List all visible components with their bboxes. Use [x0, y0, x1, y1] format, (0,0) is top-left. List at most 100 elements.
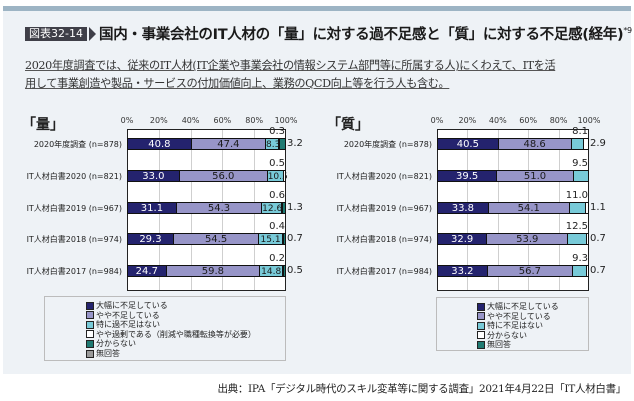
value-label-above: 8.1	[572, 126, 588, 137]
stacked-bar: 33.0 56.0 10.5	[127, 169, 288, 182]
legend-swatch-icon	[86, 339, 94, 348]
value-label-above: 0.4	[269, 221, 285, 233]
bar-segment: 8.3	[265, 139, 281, 150]
category-label: IT人材白書2019 (n=967)	[336, 203, 432, 213]
stacked-bar: 31.1 54.3 12.6	[127, 201, 286, 214]
figure-number-badge: 図表32-14	[25, 27, 87, 41]
badge-arrow-icon	[89, 27, 96, 41]
value-label-above: 9.5	[572, 157, 588, 169]
legend-label: 特に不足はない	[487, 321, 543, 331]
value-label-right: 1.1	[590, 201, 606, 213]
legend-item: やや不足している	[477, 311, 551, 322]
x-tick-label: 100%	[577, 116, 601, 125]
value-label-above: 0.6	[269, 189, 285, 201]
bar-segment: 12.6	[262, 202, 283, 214]
bar-segment: 32.9	[438, 234, 488, 245]
value-label-above: 0.5	[269, 157, 285, 169]
bar-segment: 29.3	[128, 234, 174, 245]
bar-segment	[279, 139, 280, 149]
bar-segment	[568, 234, 587, 245]
right-chart-heading: 「質」	[327, 117, 369, 133]
stacked-bar: 29.3 54.5 15.1	[127, 233, 286, 246]
legend-item: やや過剰である（削減や職種転換等が必要）	[86, 329, 256, 340]
stacked-bar: 40.8 47.4 8.3	[127, 138, 286, 150]
category-label: IT人材白書2017 (n=984)	[26, 267, 122, 277]
stacked-bar: 32.9 53.9	[437, 233, 589, 246]
legend-item: 分からない	[86, 338, 136, 349]
bar-segment: 48.6	[498, 139, 572, 150]
x-tick-label: 80%	[549, 116, 568, 125]
bar-segment: 40.8	[128, 139, 192, 150]
footnote-mark: *9	[623, 26, 632, 36]
bar-segment	[282, 202, 285, 213]
bar-segment: 47.4	[191, 139, 266, 150]
category-label: 2020年度調査 (n=878)	[33, 140, 122, 149]
stacked-bar: 33.8 54.1	[437, 201, 589, 214]
legend-swatch-icon	[86, 330, 94, 339]
bar-segment: 56.0	[179, 170, 268, 182]
bar-segment	[572, 266, 587, 277]
legend-label: 特に過不足はない	[96, 320, 160, 330]
bar-segment: 59.8	[166, 266, 261, 277]
legend-swatch-icon	[477, 312, 485, 321]
bar-segment: 54.5	[173, 234, 260, 245]
bar-segment: 54.3	[176, 202, 263, 214]
value-label-right: 3.2	[287, 138, 303, 149]
left-chart-legend: 大幅に不足している やや不足している 特に過不足はない やや過剰である（削減や職種転換…	[44, 296, 286, 361]
bar-segment	[284, 170, 285, 181]
value-label-right: 0.5	[287, 265, 303, 277]
value-label-above: 0.2	[269, 253, 285, 265]
legend-swatch-icon	[477, 302, 485, 311]
bar-segment: 39.5	[438, 170, 498, 182]
x-tick-label: 60%	[519, 116, 538, 125]
right-chart-legend: 大幅に不足している やや不足している 特に不足はない 分からない 無回答	[436, 297, 589, 351]
x-tick-label: 40%	[181, 116, 200, 125]
bar-segment	[282, 234, 284, 245]
category-label: IT人材白書2020 (n=821)	[336, 171, 432, 181]
legend-item: 特に過不足はない	[86, 319, 160, 330]
bar-segment	[283, 234, 285, 245]
left-chart-heading: 「量」	[22, 117, 64, 133]
bar-segment	[569, 202, 587, 213]
x-tick-label: 0%	[430, 116, 444, 125]
legend-label: やや不足している	[96, 310, 160, 320]
legend-swatch-icon	[477, 321, 485, 330]
value-label-right: 0.7	[590, 265, 606, 277]
x-tick-label: 60%	[213, 116, 232, 125]
figure-title-text: 国内・事業会社のIT人材の「量」に対する過不足感と「質」に対する不足感(経年)	[99, 27, 624, 43]
bar-segment	[586, 266, 588, 277]
category-label: 2020年度調査 (n=878)	[343, 140, 432, 149]
legend-label: 無回答	[96, 349, 120, 358]
legend-item: やや不足している	[86, 310, 160, 321]
bar-segment	[573, 170, 588, 181]
legend-swatch-icon	[86, 311, 94, 320]
bar-segment: 15.1	[259, 234, 283, 245]
legend-label: 大幅に不足している	[96, 301, 168, 310]
bar-segment: 54.1	[488, 202, 570, 214]
value-label-above: 9.3	[572, 253, 588, 265]
legend-swatch-icon	[477, 331, 485, 340]
x-tick-label: 20%	[149, 116, 168, 125]
note-line-1: 2020年度調査では、従来のIT人材(IT企業や事業会社の情報システム部門等に所…	[25, 59, 556, 72]
category-label: IT人材白書2020 (n=821)	[26, 171, 122, 181]
source-citation: 出典：IPA「デジタル時代のスキル変革等に関する調査」2021年4月22日「IT…	[217, 383, 626, 395]
bar-segment: 40.5	[438, 139, 499, 150]
bar-segment: 33.0	[128, 170, 180, 182]
x-tick-label: 0%	[120, 116, 134, 125]
legend-item: 特に不足はない	[477, 320, 543, 331]
bar-segment: 33.2	[438, 266, 488, 277]
value-label-above: 0.3	[269, 126, 285, 137]
legend-label: やや不足している	[487, 311, 551, 321]
bar-segment	[280, 139, 285, 149]
legend-label: 分からない	[487, 330, 527, 340]
value-label-right: 2.9	[590, 138, 606, 149]
bar-segment	[281, 202, 283, 213]
bar-segment	[283, 266, 285, 277]
legend-item: 無回答	[477, 339, 511, 350]
bar-segment: 33.8	[438, 202, 489, 214]
bar-segment: 31.1	[128, 202, 177, 214]
stacked-bar: 40.5 48.6	[437, 138, 589, 150]
bar-segment: 53.9	[487, 234, 569, 245]
bar-segment	[586, 234, 588, 245]
bar-segment: 24.7	[128, 266, 167, 277]
